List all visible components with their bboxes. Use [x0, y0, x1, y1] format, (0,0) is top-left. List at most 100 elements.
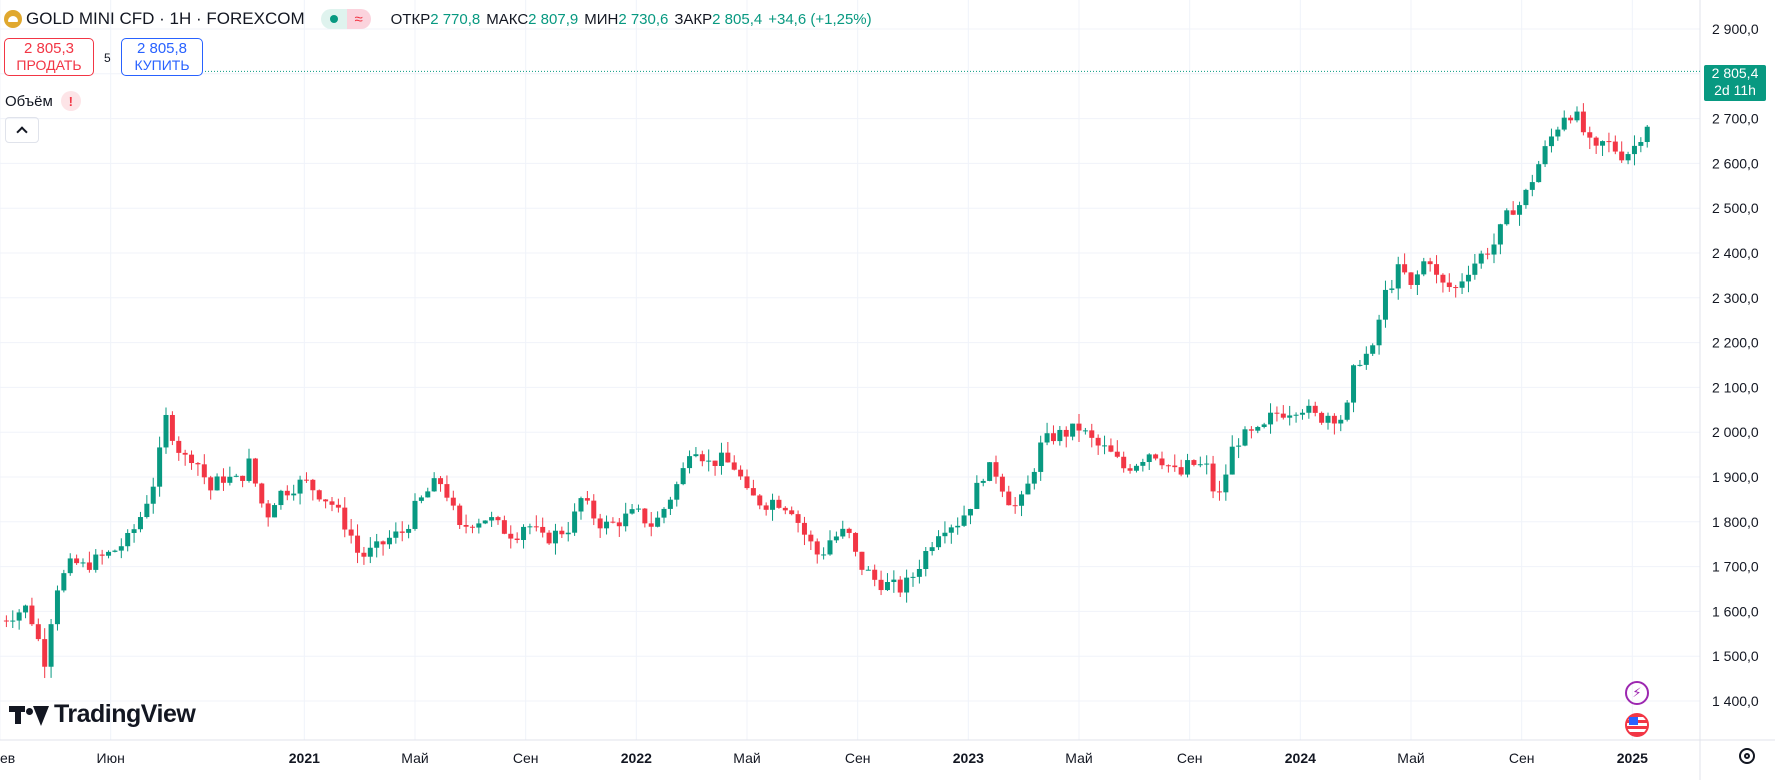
- candle-body: [316, 490, 322, 500]
- candle-body: [597, 518, 603, 529]
- candle-body: [1453, 287, 1459, 289]
- candle-body: [731, 462, 737, 470]
- tradingview-logo[interactable]: TradingView: [9, 700, 196, 729]
- candle-body: [112, 550, 118, 552]
- candle-body: [699, 454, 705, 462]
- candle-body: [220, 476, 226, 483]
- candle-body: [399, 531, 405, 533]
- candle-body: [469, 526, 475, 528]
- x-tick-label: Май: [733, 750, 760, 766]
- candle-body: [1121, 456, 1127, 469]
- candle-body: [801, 522, 807, 535]
- candle-body: [1044, 433, 1050, 443]
- candle-body: [1459, 281, 1465, 288]
- candle-body: [712, 460, 718, 466]
- candle-body: [380, 541, 386, 545]
- candle-body: [1338, 419, 1344, 424]
- candle-body: [942, 532, 948, 537]
- time-axis[interactable]: ев Июн 2021 Май Сен 2022 Май Сен 2023 Май Сен 2024 М…: [0, 739, 1775, 766]
- candle-body: [1057, 429, 1063, 442]
- y-tick-label: 2 500,0: [1712, 200, 1759, 216]
- candle-body: [744, 476, 750, 489]
- x-tick-label: 2025: [1617, 750, 1648, 766]
- candle-body: [757, 495, 763, 506]
- candle-body: [1402, 264, 1408, 273]
- candle-body: [1382, 289, 1388, 320]
- candle-body: [827, 540, 833, 555]
- price-axis[interactable]: 2 900,02 800,02 700,02 600,02 500,02 400…: [1699, 0, 1759, 780]
- candle-body: [438, 478, 444, 485]
- candle-body: [1472, 263, 1478, 275]
- candle-body: [1133, 465, 1139, 471]
- candle-body: [559, 530, 565, 535]
- candle-body: [303, 479, 309, 481]
- sell-button[interactable]: 2 805,3 ПРОДАТЬ: [4, 38, 94, 76]
- candle-body: [291, 493, 297, 496]
- market-status-pill[interactable]: ≈: [320, 9, 371, 29]
- candle-body: [853, 532, 859, 552]
- buy-button[interactable]: 2 805,8 КУПИТЬ: [121, 38, 203, 76]
- candle-body: [584, 498, 590, 501]
- candle-body: [482, 520, 488, 524]
- candle-body: [1172, 465, 1178, 468]
- candle-body: [125, 532, 131, 547]
- candle-body: [1159, 458, 1165, 466]
- candle-body: [1587, 132, 1593, 138]
- candle-body: [916, 569, 922, 577]
- candle-body: [214, 476, 220, 491]
- candle-body: [1127, 468, 1133, 471]
- symbol-title[interactable]: GOLD MINI CFD · 1H · FOREXCOM: [26, 9, 305, 28]
- candle-body: [527, 526, 533, 528]
- candle-body: [1095, 437, 1101, 446]
- spread-value: 5: [104, 51, 111, 65]
- candle-body: [814, 541, 820, 555]
- candle-body: [131, 529, 137, 533]
- candle-body: [1638, 142, 1644, 146]
- candle-body: [1548, 136, 1554, 147]
- change-value: +34,6 (+1,25%): [768, 10, 872, 28]
- candle-body: [846, 528, 852, 533]
- candle-body: [412, 500, 418, 529]
- volume-indicator[interactable]: Объём !: [5, 91, 81, 111]
- ohlc-values: ОТКР 2 770,8 МАКС 2 807,9 МИН 2 730,6 ЗАКР 2…: [385, 11, 872, 28]
- candle-body: [1408, 272, 1414, 285]
- market-open-icon: [320, 9, 347, 29]
- y-tick-label: 2 000,0: [1712, 424, 1759, 440]
- candle-body: [1248, 429, 1254, 431]
- candle-body: [1031, 471, 1037, 484]
- candle-body: [233, 475, 239, 477]
- candle-body: [297, 479, 303, 494]
- lightning-event-icon[interactable]: ⚡: [1625, 681, 1649, 705]
- candle-body: [1153, 454, 1159, 459]
- warning-icon[interactable]: !: [60, 91, 81, 111]
- candle-body: [1561, 117, 1567, 130]
- collapse-indicators-button[interactable]: [5, 117, 39, 143]
- y-tick-label: 1 400,0: [1712, 693, 1759, 709]
- candle-body: [67, 558, 73, 574]
- x-tick-label: Май: [401, 750, 428, 766]
- tradingview-brand: TradingView: [54, 700, 196, 728]
- candle-body: [1025, 483, 1031, 495]
- candle-body: [1631, 145, 1637, 155]
- candle-body: [163, 414, 169, 448]
- y-tick-label: 2 400,0: [1712, 245, 1759, 261]
- candle-body: [1485, 253, 1491, 255]
- candle-body: [310, 479, 316, 491]
- candle-body: [1306, 405, 1312, 413]
- candle-body: [1344, 402, 1350, 420]
- settings-gear-icon[interactable]: [1739, 748, 1755, 764]
- candle-body: [169, 414, 175, 441]
- candle-body: [1389, 288, 1395, 290]
- candle-body: [195, 463, 201, 465]
- candle-body: [1523, 189, 1529, 206]
- last-price-value: 2 805,4: [1711, 65, 1759, 81]
- candle-body: [750, 488, 756, 496]
- candle-body: [648, 523, 654, 527]
- candle-body: [725, 452, 731, 463]
- candle-body: [1376, 319, 1382, 346]
- us-flag-event-icon[interactable]: [1625, 713, 1649, 737]
- candle-body: [278, 490, 284, 506]
- candle-body: [680, 468, 686, 485]
- sell-price: 2 805,3: [23, 40, 75, 57]
